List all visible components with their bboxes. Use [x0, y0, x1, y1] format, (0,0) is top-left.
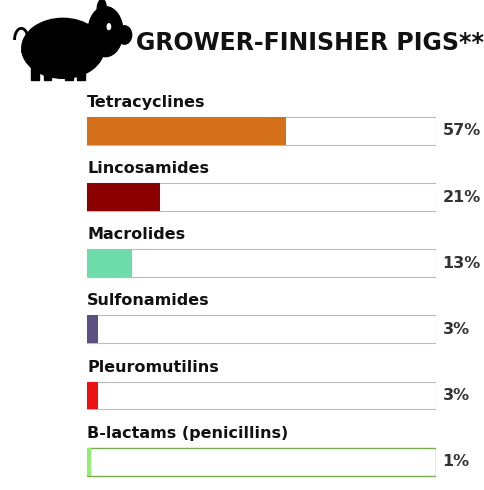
Bar — [87, 382, 98, 410]
Ellipse shape — [22, 18, 104, 78]
Bar — [87, 183, 436, 211]
Text: 13%: 13% — [442, 256, 481, 271]
Text: 3%: 3% — [442, 388, 469, 403]
Text: Lincosamides: Lincosamides — [87, 161, 209, 176]
Bar — [87, 183, 160, 211]
Bar — [87, 249, 133, 277]
Ellipse shape — [88, 7, 123, 57]
Bar — [44, 55, 51, 80]
Bar — [87, 316, 98, 343]
Bar — [87, 448, 436, 476]
Bar — [87, 448, 91, 476]
Text: 1%: 1% — [442, 454, 469, 469]
Ellipse shape — [97, 0, 106, 17]
Text: 57%: 57% — [442, 123, 481, 139]
Text: Macrolides: Macrolides — [87, 227, 185, 242]
Bar — [87, 117, 436, 145]
Bar — [65, 55, 73, 80]
Text: GROWER-FINISHER PIGS**: GROWER-FINISHER PIGS** — [136, 31, 484, 55]
Bar — [31, 55, 39, 80]
Bar — [87, 249, 436, 277]
Bar — [87, 382, 436, 410]
Circle shape — [107, 24, 111, 29]
Text: B-lactams (penicillins): B-lactams (penicillins) — [87, 426, 288, 441]
Text: Sulfonamides: Sulfonamides — [87, 294, 210, 308]
Text: 3%: 3% — [442, 322, 469, 337]
Bar — [87, 117, 286, 145]
Bar — [87, 316, 436, 343]
Text: 21%: 21% — [442, 190, 481, 205]
Text: Pleuromutilins: Pleuromutilins — [87, 360, 219, 374]
Bar — [77, 55, 85, 80]
Ellipse shape — [117, 26, 132, 44]
Text: Tetracyclines: Tetracyclines — [87, 95, 206, 110]
